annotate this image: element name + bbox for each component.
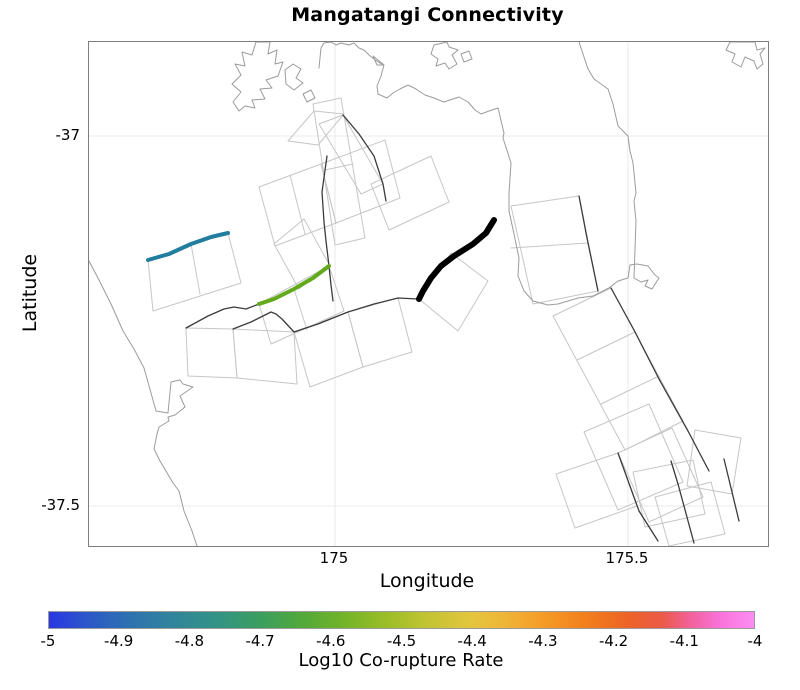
fault-patches (320, 139, 401, 224)
y-tick-label: -37.5 (41, 496, 80, 514)
co-rupture-trace-teal (146, 231, 230, 262)
colorbar-tick-label: -4.3 (528, 632, 558, 650)
fault-patches (686, 429, 742, 495)
fault-patches (583, 403, 684, 511)
fault-patches (185, 327, 238, 379)
fault-traces (342, 114, 387, 202)
colorbar-tick-label: -4.7 (245, 632, 275, 650)
x-tick-label: 175.5 (605, 549, 649, 567)
fault-traces (578, 195, 599, 292)
fault-traces (185, 303, 260, 329)
fault-patches (312, 97, 366, 246)
colorbar-tick-label: -4.8 (174, 632, 205, 650)
target-fault-trace (416, 217, 497, 302)
map-svg (89, 42, 768, 546)
fault-traces (670, 460, 695, 544)
fault-traces (723, 458, 740, 522)
colorbar-tick-label: -4.2 (598, 632, 629, 650)
coastline (430, 42, 459, 70)
colorbar-label: Log10 Co-rupture Rate (298, 650, 504, 671)
colorbar-tick-label: -5 (40, 632, 56, 650)
fault-traces (610, 287, 710, 472)
fault-patches (370, 155, 450, 231)
colorbar-tick-label: -4.5 (386, 632, 417, 650)
fault-traces (321, 155, 334, 302)
colorbar-gradient (48, 611, 755, 629)
fault-patches (632, 459, 706, 528)
y-axis-label: Latitude (19, 253, 41, 333)
page-title: Mangatangi Connectivity (291, 4, 564, 26)
fault-patches (273, 218, 330, 290)
coastline (231, 42, 284, 112)
coastline (460, 50, 473, 63)
colorbar-tick-label: -4.6 (316, 632, 346, 650)
fault-patches (510, 195, 599, 305)
fault-patches (552, 287, 684, 451)
colorbar-tick-label: -4.4 (457, 632, 487, 650)
fault-patches (232, 328, 298, 385)
fault-patches (654, 481, 726, 546)
y-tick-label: -37 (55, 126, 81, 144)
coastline (89, 260, 198, 546)
map-plot-area (88, 41, 769, 547)
coastline (318, 42, 660, 306)
coastline (302, 89, 316, 103)
fault-patches (347, 297, 413, 368)
fault-patches (418, 252, 489, 332)
coastline (284, 63, 304, 91)
colorbar-tick-label: -4.9 (104, 632, 134, 650)
colorbar-tick-label: -4 (747, 632, 763, 650)
fault-patches (287, 110, 345, 146)
coastline (725, 42, 766, 70)
fault-patches (555, 452, 638, 529)
fault-traces (617, 452, 659, 542)
co-rupture-trace-green (257, 264, 331, 306)
colorbar-tick-label: -4.1 (669, 632, 699, 650)
fault-patches (258, 265, 345, 345)
x-tick-label: 175 (319, 549, 349, 567)
fault-traces (232, 297, 419, 333)
x-axis-label: Longitude (379, 570, 475, 592)
